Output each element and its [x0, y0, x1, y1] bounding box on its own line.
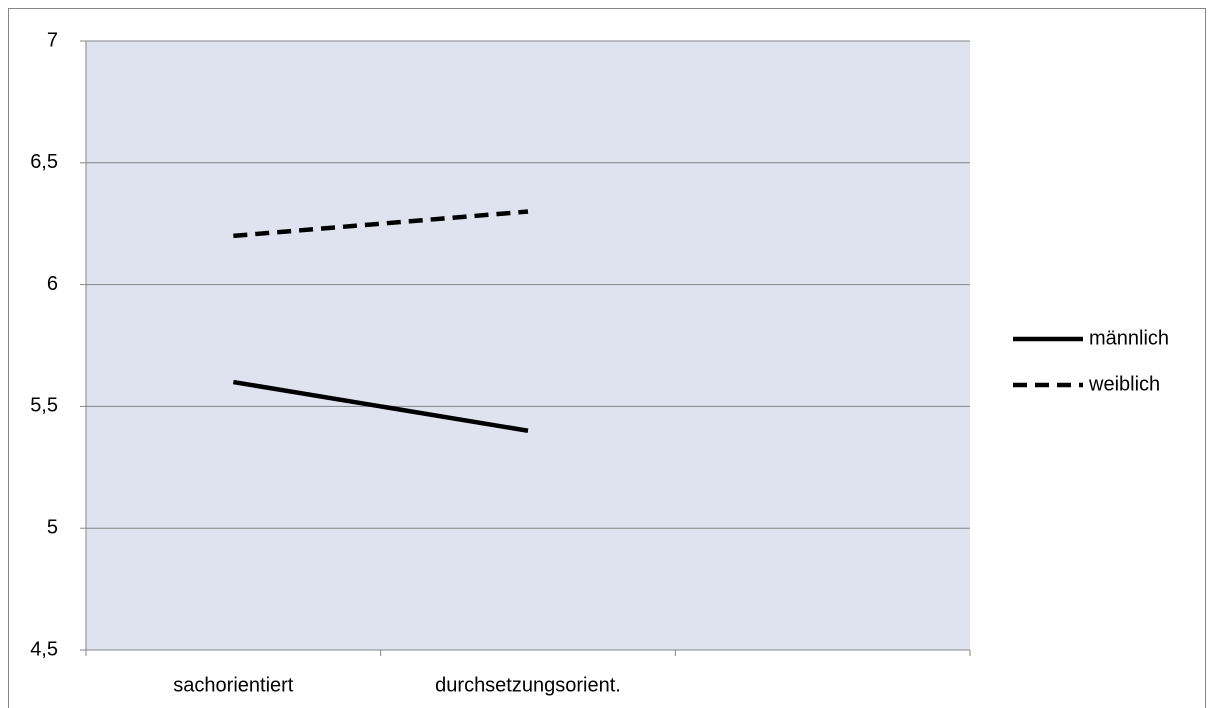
x-tick-label: sachorientiert — [173, 674, 294, 696]
y-tick-label: 4,5 — [30, 638, 58, 660]
y-tick-label: 6,5 — [30, 151, 58, 173]
plot-area — [86, 41, 970, 650]
legend-label: männlich — [1089, 327, 1169, 349]
y-tick-label: 5,5 — [30, 395, 58, 417]
legend-label: weiblich — [1088, 373, 1160, 395]
x-tick-label: durchsetzungsorient. — [435, 674, 621, 696]
series-line — [232, 379, 529, 433]
chart-border — [8, 8, 1206, 708]
series-line — [233, 209, 529, 239]
y-tick-label: 5 — [47, 516, 58, 538]
y-tick-label: 6 — [47, 273, 58, 295]
y-tick-label: 7 — [47, 29, 58, 51]
